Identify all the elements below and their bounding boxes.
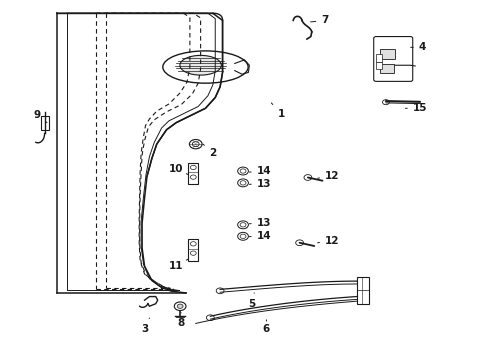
Text: 11: 11 (169, 259, 188, 271)
Bar (356, 277, 368, 304)
Text: 13: 13 (249, 179, 271, 189)
Bar (188, 163, 198, 184)
Text: 1: 1 (271, 103, 284, 119)
Text: 12: 12 (317, 236, 339, 246)
Circle shape (190, 165, 196, 170)
Bar (379, 49, 394, 59)
Circle shape (189, 139, 202, 149)
Ellipse shape (180, 55, 221, 75)
Ellipse shape (163, 51, 247, 83)
Circle shape (237, 167, 248, 175)
Text: 14: 14 (249, 166, 271, 176)
Circle shape (190, 175, 196, 179)
Text: 2: 2 (203, 144, 216, 158)
Bar (375, 54, 381, 62)
Circle shape (304, 175, 311, 180)
Text: 14: 14 (249, 231, 271, 240)
Text: 10: 10 (169, 164, 188, 175)
Circle shape (216, 288, 224, 294)
Text: 8: 8 (177, 313, 184, 328)
Circle shape (174, 302, 185, 311)
Text: 15: 15 (405, 103, 427, 113)
Text: 13: 13 (249, 218, 271, 228)
Circle shape (240, 234, 245, 238)
Bar (188, 239, 198, 261)
Text: 5: 5 (248, 293, 255, 309)
Circle shape (206, 315, 214, 320)
Bar (379, 64, 393, 73)
Text: 3: 3 (141, 318, 149, 334)
FancyBboxPatch shape (373, 37, 412, 81)
Circle shape (190, 251, 196, 255)
Circle shape (237, 232, 248, 240)
Circle shape (190, 242, 196, 246)
Text: 9: 9 (34, 111, 47, 123)
Bar (375, 62, 381, 69)
Circle shape (295, 240, 303, 246)
Bar (41, 116, 49, 130)
Circle shape (237, 179, 248, 187)
Text: 4: 4 (410, 42, 426, 52)
Circle shape (240, 223, 245, 227)
Circle shape (177, 304, 183, 309)
Circle shape (382, 100, 388, 105)
Circle shape (192, 141, 199, 147)
Circle shape (240, 169, 245, 173)
Circle shape (237, 221, 248, 229)
Circle shape (240, 181, 245, 185)
Text: 6: 6 (262, 320, 269, 334)
Text: 12: 12 (317, 171, 339, 181)
Text: 7: 7 (310, 15, 328, 26)
